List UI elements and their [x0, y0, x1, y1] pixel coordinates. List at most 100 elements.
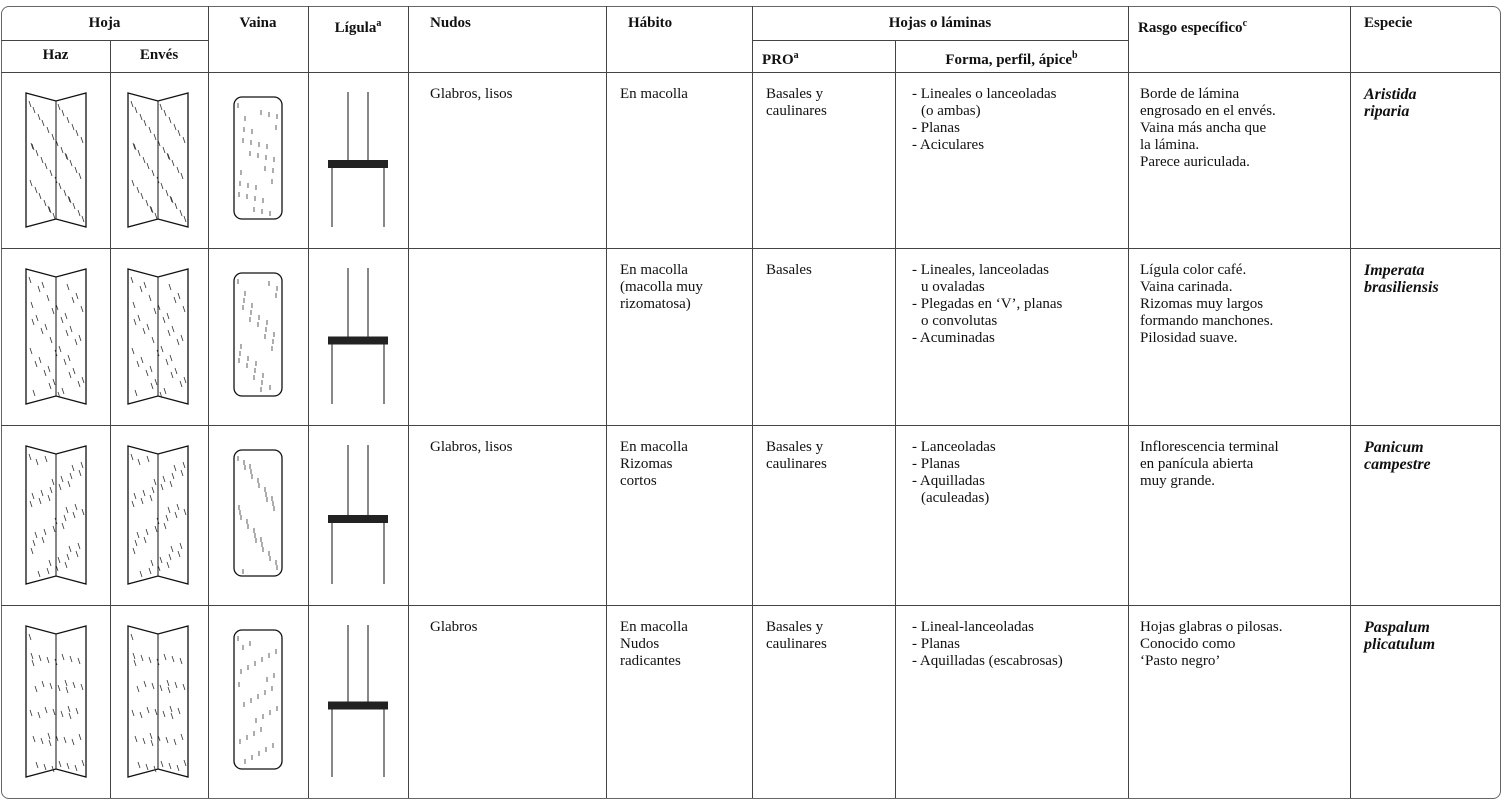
forma-text: - Lineales o lanceoladas [912, 86, 1057, 102]
habito-text: (macolla muy [620, 279, 703, 295]
rasgo-text: Borde de lámina [1140, 86, 1240, 102]
header-cell: Hábito [628, 15, 752, 32]
forma-text: - Planas [912, 456, 960, 472]
illustration [25, 625, 87, 778]
forma-text: - Aciculares [912, 137, 985, 153]
forma-text: (aculeadas) [921, 490, 990, 506]
forma-text: - Lineal-lanceoladas [912, 619, 1035, 635]
column-line [752, 6, 753, 798]
forma-text: (o ambas) [921, 103, 981, 119]
header-text: Especie [1364, 15, 1413, 31]
header-cell: Forma, perfil, ápiceb [895, 47, 1128, 69]
column-line [1350, 6, 1351, 798]
column-line [408, 6, 409, 798]
rasgo-text: Vaina carinada. [1140, 279, 1233, 295]
species-name: campestre [1364, 456, 1431, 473]
rasgo-text: Pilosidad suave. [1140, 330, 1238, 346]
illustration [328, 445, 388, 584]
rasgo-text: Parece auriculada. [1140, 154, 1250, 170]
illustration [328, 625, 388, 777]
column-line [110, 40, 111, 798]
illustration [233, 629, 283, 770]
header-text: Forma, perfil, ápice [945, 52, 1073, 68]
pro-text: caulinares [766, 103, 827, 119]
header-text: Nudos [430, 15, 471, 31]
header-text: Haz [42, 47, 69, 63]
column-line [606, 6, 607, 798]
forma-text: - Acuminadas [912, 330, 995, 346]
forma-text: - Lanceoladas [912, 439, 996, 455]
nudos-text: Glabros [430, 619, 478, 635]
nudos-text: Glabros, lisos [430, 439, 513, 455]
header-text: Hojas o láminas [888, 15, 992, 31]
header-cell: Nudos [430, 15, 606, 32]
species-name: brasiliensis [1364, 279, 1439, 296]
illustration [233, 96, 283, 220]
rasgo-text: en panícula abierta [1140, 456, 1254, 472]
row-line [1, 425, 1500, 426]
header-text: Lígula [334, 20, 377, 36]
header-text: Rasgo específico [1138, 20, 1243, 36]
habito-text: Nudos [620, 636, 660, 652]
habito-text: radicantes [620, 653, 681, 669]
pro-text: caulinares [766, 636, 827, 652]
rasgo-text: Conocido como [1140, 636, 1236, 652]
rasgo-text: engrosado en el envés. [1140, 103, 1276, 119]
habito-text: cortos [620, 473, 657, 489]
column-line [895, 40, 896, 798]
illustration [233, 272, 283, 397]
forma-text: u ovaladas [921, 279, 985, 295]
row-line [752, 40, 1128, 41]
illustration [25, 268, 87, 405]
row-line [1, 40, 208, 41]
header-text: Envés [139, 47, 179, 63]
footnote-mark: c [1242, 18, 1248, 29]
pro-text: Basales [766, 262, 812, 278]
forma-text: - Planas [912, 636, 960, 652]
header-cell: Envés [110, 47, 208, 64]
forma-text: o convolutas [921, 313, 998, 329]
footnote-mark: a [793, 50, 799, 61]
pro-text: Basales y [766, 439, 824, 455]
habito-text: En macolla [620, 86, 688, 102]
rasgo-text: Rizomas muy largos [1140, 296, 1264, 312]
column-line [308, 6, 309, 798]
header-cell: Hojas o láminas [752, 15, 1128, 32]
illustration [328, 268, 388, 404]
header-cell: Rasgo específicoc [1138, 15, 1350, 37]
habito-text: Rizomas [620, 456, 673, 472]
illustration [25, 445, 87, 585]
illustration [328, 92, 388, 227]
illustration [233, 449, 283, 577]
row-line [1, 605, 1500, 606]
row-line [1, 248, 1500, 249]
illustration [127, 268, 189, 405]
pro-text: Basales y [766, 619, 824, 635]
species-name: riparia [1364, 103, 1410, 120]
rasgo-text: muy grande. [1140, 473, 1215, 489]
footnote-mark: a [376, 18, 382, 29]
header-text: Hoja [88, 15, 121, 31]
forma-text: - Lineales, lanceoladas [912, 262, 1050, 278]
forma-text: - Aquilladas (escabrosas) [912, 653, 1063, 669]
nudos-text: Glabros, lisos [430, 86, 513, 102]
habito-text: En macolla [620, 262, 688, 278]
illustration [127, 625, 189, 778]
header-text: Hábito [628, 15, 673, 31]
habito-text: En macolla [620, 619, 688, 635]
header-cell: Lígulaa [308, 15, 408, 37]
rasgo-text: Lígula color café. [1140, 262, 1247, 278]
header-cell: Haz [1, 47, 110, 64]
header-cell: PROa [762, 47, 895, 69]
pro-text: caulinares [766, 456, 827, 472]
illustration [127, 92, 189, 228]
rasgo-text: formando manchones. [1140, 313, 1274, 329]
header-text: PRO [762, 52, 794, 68]
habito-text: En macolla [620, 439, 688, 455]
column-line [208, 6, 209, 798]
habito-text: rizomatosa) [620, 296, 691, 312]
rasgo-text: Inflorescencia terminal [1140, 439, 1279, 455]
forma-text: - Plegadas en ‘V’, planas [912, 296, 1063, 312]
rasgo-text: ‘Pasto negro’ [1140, 653, 1221, 669]
